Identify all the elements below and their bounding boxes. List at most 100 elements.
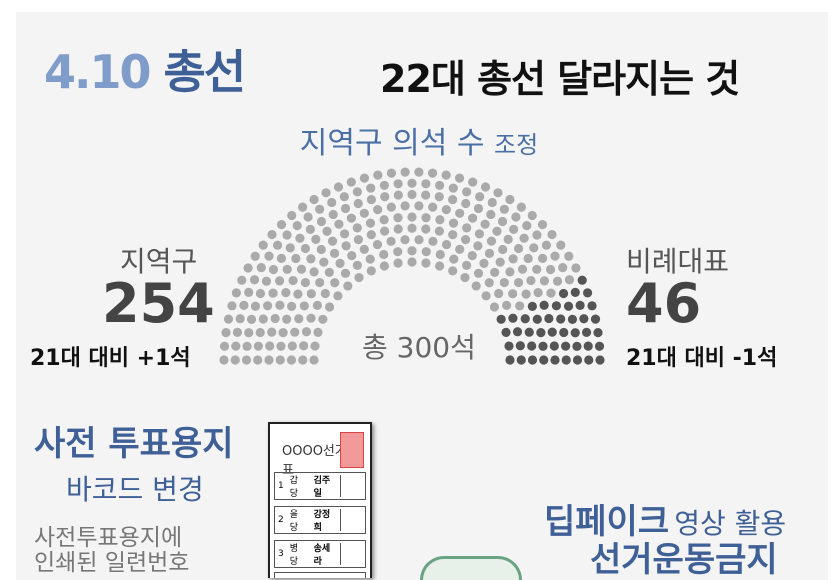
seat-district [435, 180, 445, 191]
seat-district [327, 197, 337, 208]
seat-district [333, 291, 343, 301]
seat-district [479, 258, 489, 268]
seat-district [244, 328, 254, 338]
seat-district [270, 313, 280, 324]
deepfake-title-main: 딥페이크 [544, 502, 670, 542]
seat-proportional [527, 341, 537, 351]
seat-section-title: 지역구 의석 수 조정 [0, 118, 838, 162]
seat-district [448, 194, 458, 205]
seat-district [253, 355, 263, 365]
seat-district [480, 182, 491, 192]
seat-district [538, 253, 548, 263]
seat-proportional [572, 355, 583, 365]
seat-district [303, 212, 313, 222]
seat-district [219, 355, 229, 365]
seat-district [241, 355, 252, 365]
seat-proportional [561, 355, 571, 365]
row-no: 3 [278, 549, 284, 559]
seat-district [249, 275, 260, 285]
seat-district [264, 251, 274, 261]
seat-district [352, 223, 362, 233]
seat-district [282, 314, 292, 324]
seat-district [460, 272, 470, 283]
seat-district [473, 268, 484, 278]
seat-district [282, 230, 292, 240]
seat-district [511, 212, 521, 222]
seat-proportional [516, 355, 526, 365]
seat-district [321, 188, 331, 198]
seat-district [309, 194, 319, 205]
seat-district [480, 219, 490, 229]
seat-district [250, 301, 261, 311]
seat-proportional [547, 327, 557, 337]
seat-district [268, 288, 278, 298]
seat-district [428, 202, 438, 212]
seat-district [532, 264, 542, 274]
seat-district [564, 251, 574, 261]
seat-district [407, 212, 417, 222]
seat-district [571, 263, 581, 273]
seat-district [455, 208, 465, 218]
seat-proportional [570, 287, 580, 297]
seat-district [272, 240, 283, 250]
seat-district [258, 240, 268, 250]
seat-district [310, 341, 320, 351]
seat-district [400, 235, 410, 245]
body-line: 인쇄된 일련번호 [34, 550, 190, 576]
seat-district [256, 263, 266, 273]
vote-box [339, 509, 365, 531]
seat-district [372, 239, 383, 250]
seat-district [533, 287, 543, 298]
seat-district [287, 301, 297, 312]
seat-district [505, 194, 515, 205]
proportional-count: 46 [626, 272, 702, 335]
seat-proportional [539, 300, 549, 310]
seat-proportional [550, 355, 560, 365]
seat-district [490, 267, 500, 277]
seat-proportional [579, 314, 589, 324]
seat-district [275, 355, 285, 365]
seat-district [353, 198, 363, 209]
seat-proportional [501, 327, 511, 337]
seat-district [366, 183, 376, 193]
seat-district [386, 202, 396, 212]
seat-district [243, 263, 253, 273]
ballot-row: 3 병 당 송세라 [274, 540, 366, 568]
seat-title-small: 조정 [494, 131, 539, 159]
seat-proportional [575, 300, 585, 310]
seat-district [503, 234, 513, 245]
seat-district [515, 301, 525, 311]
seat-district [335, 258, 345, 268]
seat-district [556, 240, 566, 250]
seat-district [379, 249, 389, 260]
seat-district [441, 205, 451, 215]
seat-district [352, 260, 362, 270]
seat-district [435, 215, 445, 225]
seat-district [341, 241, 351, 251]
seat-district [421, 213, 431, 223]
seat-proportional [577, 275, 587, 285]
seat-proportional [595, 355, 605, 365]
total-seats: 총 300석 [362, 331, 476, 364]
seat-district [316, 244, 326, 255]
seat-district [231, 288, 242, 298]
seat-proportional [524, 327, 534, 337]
seat-district [441, 239, 452, 250]
seat-district [322, 226, 332, 236]
seat-district [427, 168, 438, 178]
seat-district [287, 341, 297, 351]
seat-district [495, 257, 505, 267]
row-name: 김주일 [313, 476, 331, 499]
seat-district [373, 170, 383, 180]
district-count: 254 [102, 272, 215, 335]
seat-proportional [570, 328, 580, 338]
seat-district [564, 275, 575, 285]
seat-district [541, 240, 552, 250]
seat-district [380, 226, 390, 236]
seat-district [380, 192, 390, 202]
deepfake-title: 딥페이크 영상 활용 [544, 504, 786, 540]
seat-district [275, 300, 285, 310]
seat-proportional [508, 313, 518, 323]
seat-district [523, 253, 533, 264]
seat-proportional [551, 301, 562, 311]
